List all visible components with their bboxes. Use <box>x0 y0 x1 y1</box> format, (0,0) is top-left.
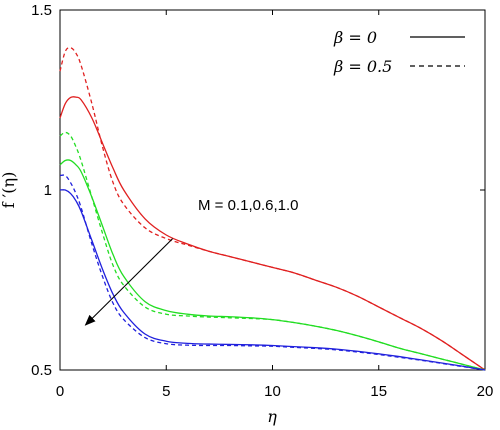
y-tick-label: 1.5 <box>31 2 52 19</box>
x-tick-label: 10 <box>264 383 281 400</box>
x-axis-label: η <box>267 407 277 426</box>
y-tick-label: 0.5 <box>31 362 52 379</box>
x-tick-label: 15 <box>370 383 387 400</box>
annotation-arrow <box>84 238 174 326</box>
series-line <box>59 174 486 371</box>
series-group <box>59 47 486 371</box>
legend: β = 0 β = 0.5 <box>333 28 465 76</box>
series-line <box>59 189 486 371</box>
x-tick-label: 20 <box>477 383 494 400</box>
series-line <box>59 159 486 371</box>
y-axis-label: f ′(η) <box>0 172 18 209</box>
series-line <box>59 131 486 371</box>
series-line <box>59 47 486 371</box>
legend-label: β = 0 <box>333 28 377 47</box>
x-tick-label: 5 <box>162 383 170 400</box>
legend-label: β = 0.5 <box>333 57 392 76</box>
x-tick-label: 0 <box>56 383 64 400</box>
annotation-text: M = 0.1,0.6,1.0 <box>198 197 298 214</box>
series-line <box>59 96 486 371</box>
y-tick-label: 1 <box>44 182 52 199</box>
